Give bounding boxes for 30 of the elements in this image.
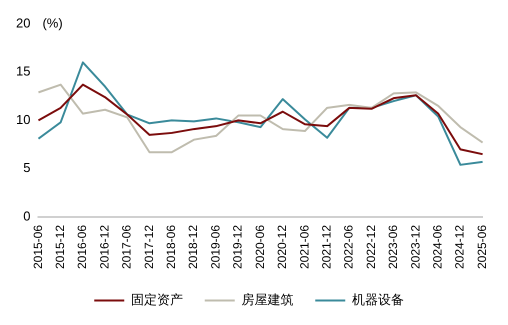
x-tick-label: 2020-12 (275, 224, 290, 270)
x-tick-label: 2024-12 (452, 224, 467, 270)
x-tick-label: 2022-12 (364, 224, 378, 270)
x-tick-label: 2018-12 (186, 224, 200, 270)
x-tick-label: 2015-12 (52, 224, 67, 270)
x-tick-label: 2023-12 (408, 224, 422, 270)
x-tick-label: 2018-06 (164, 224, 178, 270)
x-tick-label: 2022-06 (342, 224, 356, 270)
x-tick-label: 2021-06 (297, 224, 312, 270)
x-tick-label: 2024-06 (430, 224, 444, 270)
legend-label: 固定资产 (130, 292, 183, 308)
x-tick-label: 2015-06 (30, 224, 45, 270)
x-tick-label: 2017-12 (142, 224, 156, 270)
x-tick-label: 2017-06 (120, 224, 134, 270)
y-tick-label: 20 (16, 15, 30, 30)
legend-label: 房屋建筑 (241, 292, 294, 308)
x-tick-label: 2020-06 (252, 224, 267, 270)
x-tick-label: 2021-12 (319, 224, 334, 270)
x-tick-label: 2019-12 (230, 224, 245, 270)
y-tick-label: 10 (16, 112, 30, 127)
y-tick-label: 5 (23, 160, 30, 176)
x-tick-label: 2023-06 (386, 224, 400, 270)
legend-label: 机器设备 (352, 292, 404, 308)
y-axis-title: (%) (42, 15, 63, 30)
x-tick-label: 2019-06 (208, 224, 222, 270)
x-tick-label: 2025-06 (474, 224, 489, 270)
x-tick-label: 2016-12 (97, 224, 112, 270)
x-tick-label: 2016-06 (75, 224, 90, 270)
y-tick-label: 15 (16, 64, 30, 79)
y-tick-label: 0 (23, 208, 30, 224)
